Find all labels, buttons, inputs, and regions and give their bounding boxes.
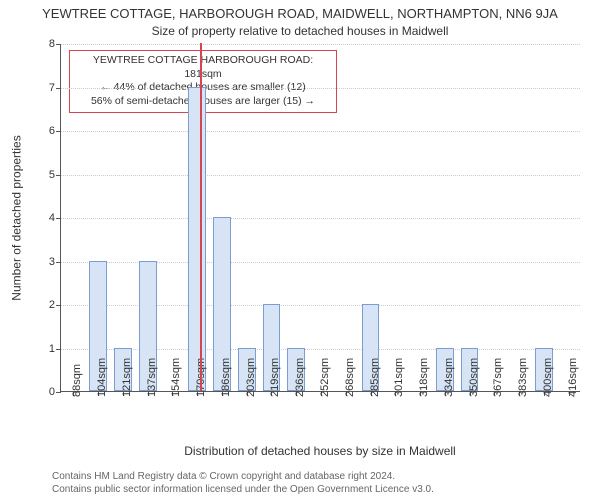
highlight-line — [200, 43, 202, 391]
xtick-label: 104sqm — [96, 358, 108, 397]
ytick-label: 6 — [49, 125, 55, 137]
xtick-label: 203sqm — [245, 358, 257, 397]
grid-line — [61, 175, 580, 176]
grid-line — [61, 218, 580, 219]
chart-title-main: YEWTREE COTTAGE, HARBOROUGH ROAD, MAIDWE… — [0, 6, 600, 21]
ytick-mark — [56, 131, 61, 132]
xtick-label: 137sqm — [146, 358, 158, 397]
xtick-label: 301sqm — [393, 358, 405, 397]
grid-line — [61, 44, 580, 45]
ytick-mark — [56, 305, 61, 306]
ytick-mark — [56, 175, 61, 176]
footer-line1: Contains HM Land Registry data © Crown c… — [52, 471, 434, 484]
xtick-label: 318sqm — [418, 358, 430, 397]
y-axis-label: Number of detached properties — [10, 135, 24, 300]
ytick-mark — [56, 218, 61, 219]
xtick-label: 416sqm — [567, 358, 579, 397]
ytick-mark — [56, 349, 61, 350]
info-box-line1: YEWTREE COTTAGE HARBOROUGH ROAD: 181sqm — [76, 54, 330, 81]
y-axis-label-wrap: Number of detached properties — [10, 44, 24, 392]
chart-container: YEWTREE COTTAGE, HARBOROUGH ROAD, MAIDWE… — [0, 0, 600, 500]
histogram-bar — [188, 87, 206, 392]
ytick-label: 2 — [49, 299, 55, 311]
xtick-label: 219sqm — [269, 358, 281, 397]
footer-line2: Contains public sector information licen… — [52, 484, 434, 497]
footer-attribution: Contains HM Land Registry data © Crown c… — [52, 471, 434, 496]
chart-title-sub: Size of property relative to detached ho… — [0, 24, 600, 38]
ytick-label: 0 — [49, 386, 55, 398]
grid-line — [61, 88, 580, 89]
xtick-label: 88sqm — [71, 364, 83, 397]
ytick-mark — [56, 44, 61, 45]
xtick-label: 121sqm — [121, 358, 133, 397]
xtick-label: 236sqm — [294, 358, 306, 397]
xtick-label: 186sqm — [220, 358, 232, 397]
x-axis-label: Distribution of detached houses by size … — [60, 444, 580, 458]
xtick-label: 285sqm — [369, 358, 381, 397]
ytick-mark — [56, 88, 61, 89]
ytick-label: 7 — [49, 82, 55, 94]
xtick-label: 383sqm — [517, 358, 529, 397]
xtick-label: 268sqm — [344, 358, 356, 397]
xtick-label: 350sqm — [468, 358, 480, 397]
ytick-label: 3 — [49, 256, 55, 268]
xtick-label: 400sqm — [542, 358, 554, 397]
ytick-label: 8 — [49, 38, 55, 50]
xtick-label: 252sqm — [319, 358, 331, 397]
ytick-label: 5 — [49, 169, 55, 181]
xtick-label: 367sqm — [492, 358, 504, 397]
ytick-label: 1 — [49, 343, 55, 355]
ytick-mark — [56, 262, 61, 263]
xtick-label: 154sqm — [170, 358, 182, 397]
grid-line — [61, 131, 580, 132]
xtick-label: 334sqm — [443, 358, 455, 397]
ytick-mark — [56, 392, 61, 393]
ytick-label: 4 — [49, 212, 55, 224]
plot-area: YEWTREE COTTAGE HARBOROUGH ROAD: 181sqm … — [60, 44, 580, 392]
